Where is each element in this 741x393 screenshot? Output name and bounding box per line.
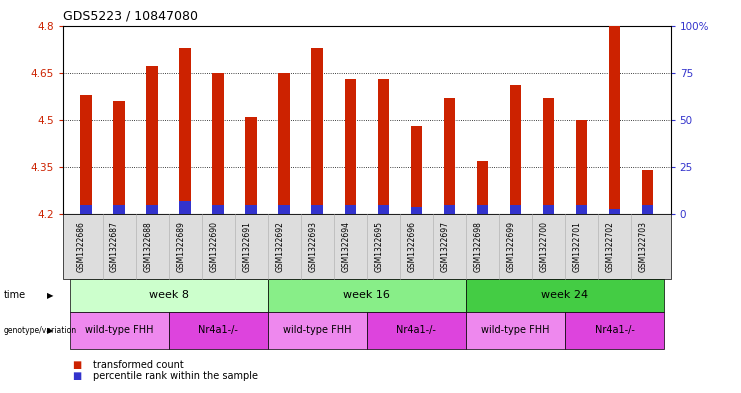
Text: GDS5223 / 10847080: GDS5223 / 10847080 — [63, 10, 198, 23]
Bar — [411, 126, 422, 214]
Text: GSM1322689: GSM1322689 — [176, 221, 185, 272]
Bar — [444, 98, 455, 214]
Text: genotype/variation: genotype/variation — [4, 326, 77, 335]
Bar — [345, 79, 356, 214]
Text: GSM1322691: GSM1322691 — [242, 221, 251, 272]
Text: ▶: ▶ — [47, 291, 53, 300]
Bar — [444, 205, 455, 214]
Text: GSM1322696: GSM1322696 — [408, 221, 416, 272]
Text: ▶: ▶ — [47, 326, 53, 335]
Bar — [279, 73, 290, 214]
Text: GSM1322701: GSM1322701 — [573, 221, 582, 272]
Text: Nr4a1-/-: Nr4a1-/- — [594, 325, 634, 335]
Text: Nr4a1-/-: Nr4a1-/- — [199, 325, 238, 335]
Text: ■: ■ — [73, 360, 82, 370]
Bar — [377, 79, 389, 214]
Text: GSM1322687: GSM1322687 — [110, 221, 119, 272]
Text: GSM1322688: GSM1322688 — [143, 221, 152, 272]
Text: time: time — [4, 290, 26, 300]
Bar — [311, 205, 323, 214]
Text: week 24: week 24 — [542, 290, 588, 300]
Bar — [476, 161, 488, 214]
Bar — [642, 170, 654, 214]
Bar — [147, 66, 158, 214]
Bar — [542, 205, 554, 214]
Bar — [377, 205, 389, 214]
Bar — [311, 48, 323, 214]
Bar — [576, 205, 587, 214]
Bar — [411, 207, 422, 214]
Bar — [510, 205, 521, 214]
Bar — [510, 85, 521, 214]
Text: GSM1322692: GSM1322692 — [275, 221, 285, 272]
Text: ■: ■ — [73, 371, 82, 382]
Bar — [245, 205, 257, 214]
Bar — [147, 205, 158, 214]
Text: GSM1322702: GSM1322702 — [605, 221, 614, 272]
Text: GSM1322693: GSM1322693 — [308, 221, 317, 272]
Text: GSM1322690: GSM1322690 — [209, 221, 218, 272]
Text: GSM1322697: GSM1322697 — [440, 221, 449, 272]
Bar — [279, 205, 290, 214]
Text: wild-type FHH: wild-type FHH — [85, 325, 153, 335]
Text: week 8: week 8 — [149, 290, 189, 300]
Bar — [179, 201, 191, 214]
Text: wild-type FHH: wild-type FHH — [283, 325, 351, 335]
Text: GSM1322695: GSM1322695 — [374, 221, 383, 272]
Text: GSM1322700: GSM1322700 — [539, 221, 548, 272]
Text: GSM1322699: GSM1322699 — [506, 221, 516, 272]
Bar — [542, 98, 554, 214]
Text: percentile rank within the sample: percentile rank within the sample — [93, 371, 258, 382]
Bar — [476, 205, 488, 214]
Bar — [80, 205, 92, 214]
Bar — [179, 48, 191, 214]
Text: week 16: week 16 — [343, 290, 391, 300]
Bar — [213, 73, 224, 214]
Bar — [113, 101, 125, 214]
Bar — [608, 26, 620, 214]
Text: GSM1322703: GSM1322703 — [639, 221, 648, 272]
Text: wild-type FHH: wild-type FHH — [481, 325, 550, 335]
Text: GSM1322694: GSM1322694 — [342, 221, 350, 272]
Text: Nr4a1-/-: Nr4a1-/- — [396, 325, 436, 335]
Bar — [608, 209, 620, 214]
Text: transformed count: transformed count — [93, 360, 183, 370]
Text: GSM1322698: GSM1322698 — [473, 221, 482, 272]
Bar — [80, 95, 92, 214]
Bar — [576, 120, 587, 214]
Bar — [113, 205, 125, 214]
Bar — [245, 117, 257, 214]
Text: GSM1322686: GSM1322686 — [77, 221, 86, 272]
Bar — [213, 205, 224, 214]
Bar — [345, 205, 356, 214]
Bar — [642, 205, 654, 214]
